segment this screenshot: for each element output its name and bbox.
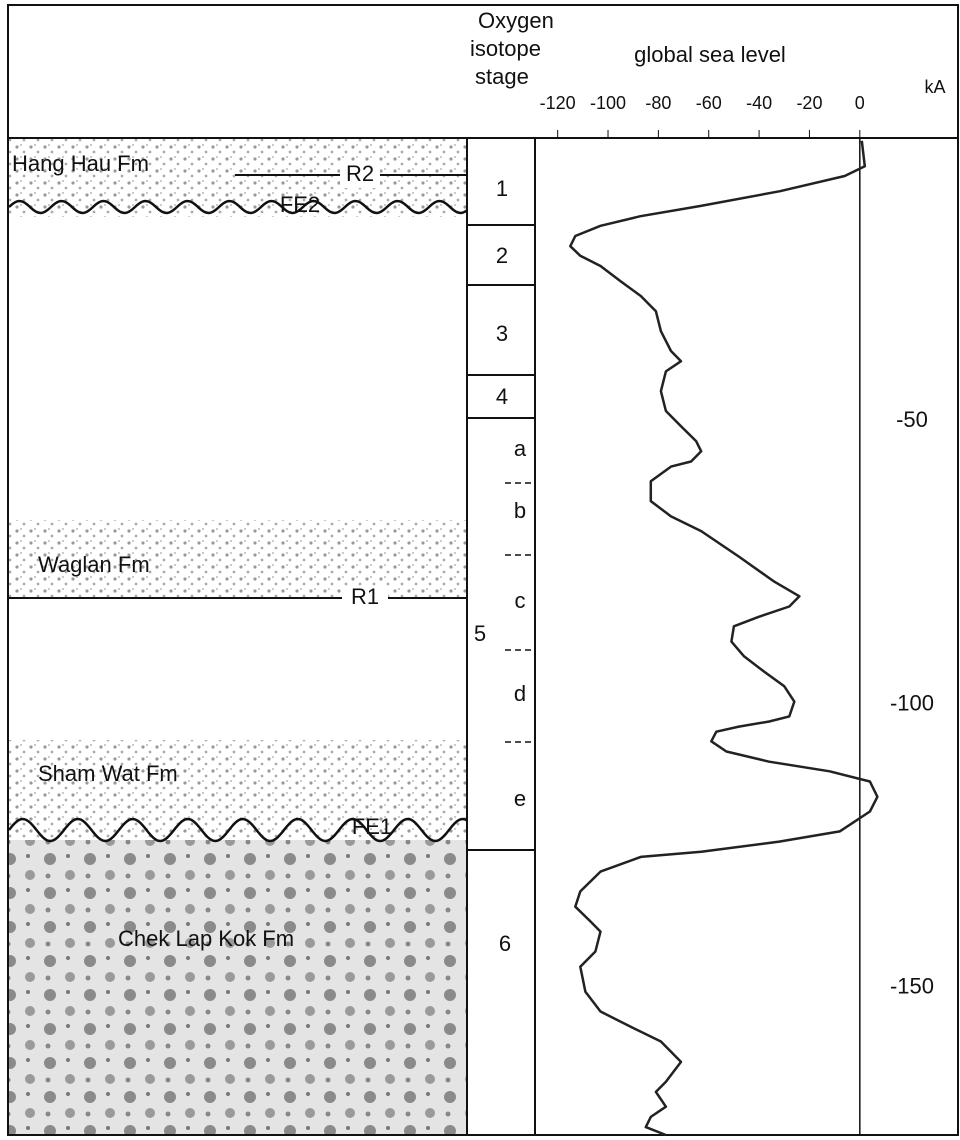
x-tick-label: -40 <box>746 93 772 113</box>
stage-label: 3 <box>496 321 508 346</box>
substage-label: b <box>514 498 526 523</box>
x-tick-label: 0 <box>855 93 865 113</box>
stage-label: 6 <box>499 931 511 956</box>
formation-label: Waglan Fm <box>38 552 150 577</box>
surface-label: FE1 <box>352 814 392 839</box>
x-tick-label: -20 <box>796 93 822 113</box>
sea-level-curve <box>569 140 879 1137</box>
erosion-surface <box>8 817 468 843</box>
formation-label: Sham Wat Fm <box>38 761 178 786</box>
header-label: stage <box>475 64 529 89</box>
header-label: global sea level <box>634 42 786 67</box>
surface-label: FE2 <box>280 192 320 217</box>
stage-label: 5 <box>474 621 486 646</box>
substage-label: e <box>514 786 526 811</box>
y-tick-label: -150 <box>890 974 934 999</box>
frame <box>7 4 959 1136</box>
erosion-surface <box>8 199 468 215</box>
stage-label: 4 <box>496 384 508 409</box>
x-tick-label: -100 <box>590 93 626 113</box>
stipple <box>9 139 467 1135</box>
formation-label: Chek Lap Kok Fm <box>118 926 294 951</box>
stage-label: 2 <box>496 243 508 268</box>
surface-label: R1 <box>351 584 379 609</box>
substage-label: c <box>515 588 526 613</box>
header-label: Oxygen <box>478 8 554 33</box>
substage-label: a <box>514 436 527 461</box>
stage-label: 1 <box>496 176 508 201</box>
label-bg <box>342 586 388 612</box>
x-tick-label: -60 <box>696 93 722 113</box>
substage-label: d <box>514 681 526 706</box>
x-tick-label: -80 <box>645 93 671 113</box>
x-tick-label: -120 <box>540 93 576 113</box>
header-label: isotope <box>470 36 541 61</box>
label-bg <box>340 162 380 188</box>
surface-label: R2 <box>346 161 374 186</box>
axis-unit: kA <box>924 77 945 97</box>
formation-label: Hang Hau Fm <box>12 151 149 176</box>
y-tick-label: -100 <box>890 690 934 715</box>
y-tick-label: -50 <box>896 407 928 432</box>
